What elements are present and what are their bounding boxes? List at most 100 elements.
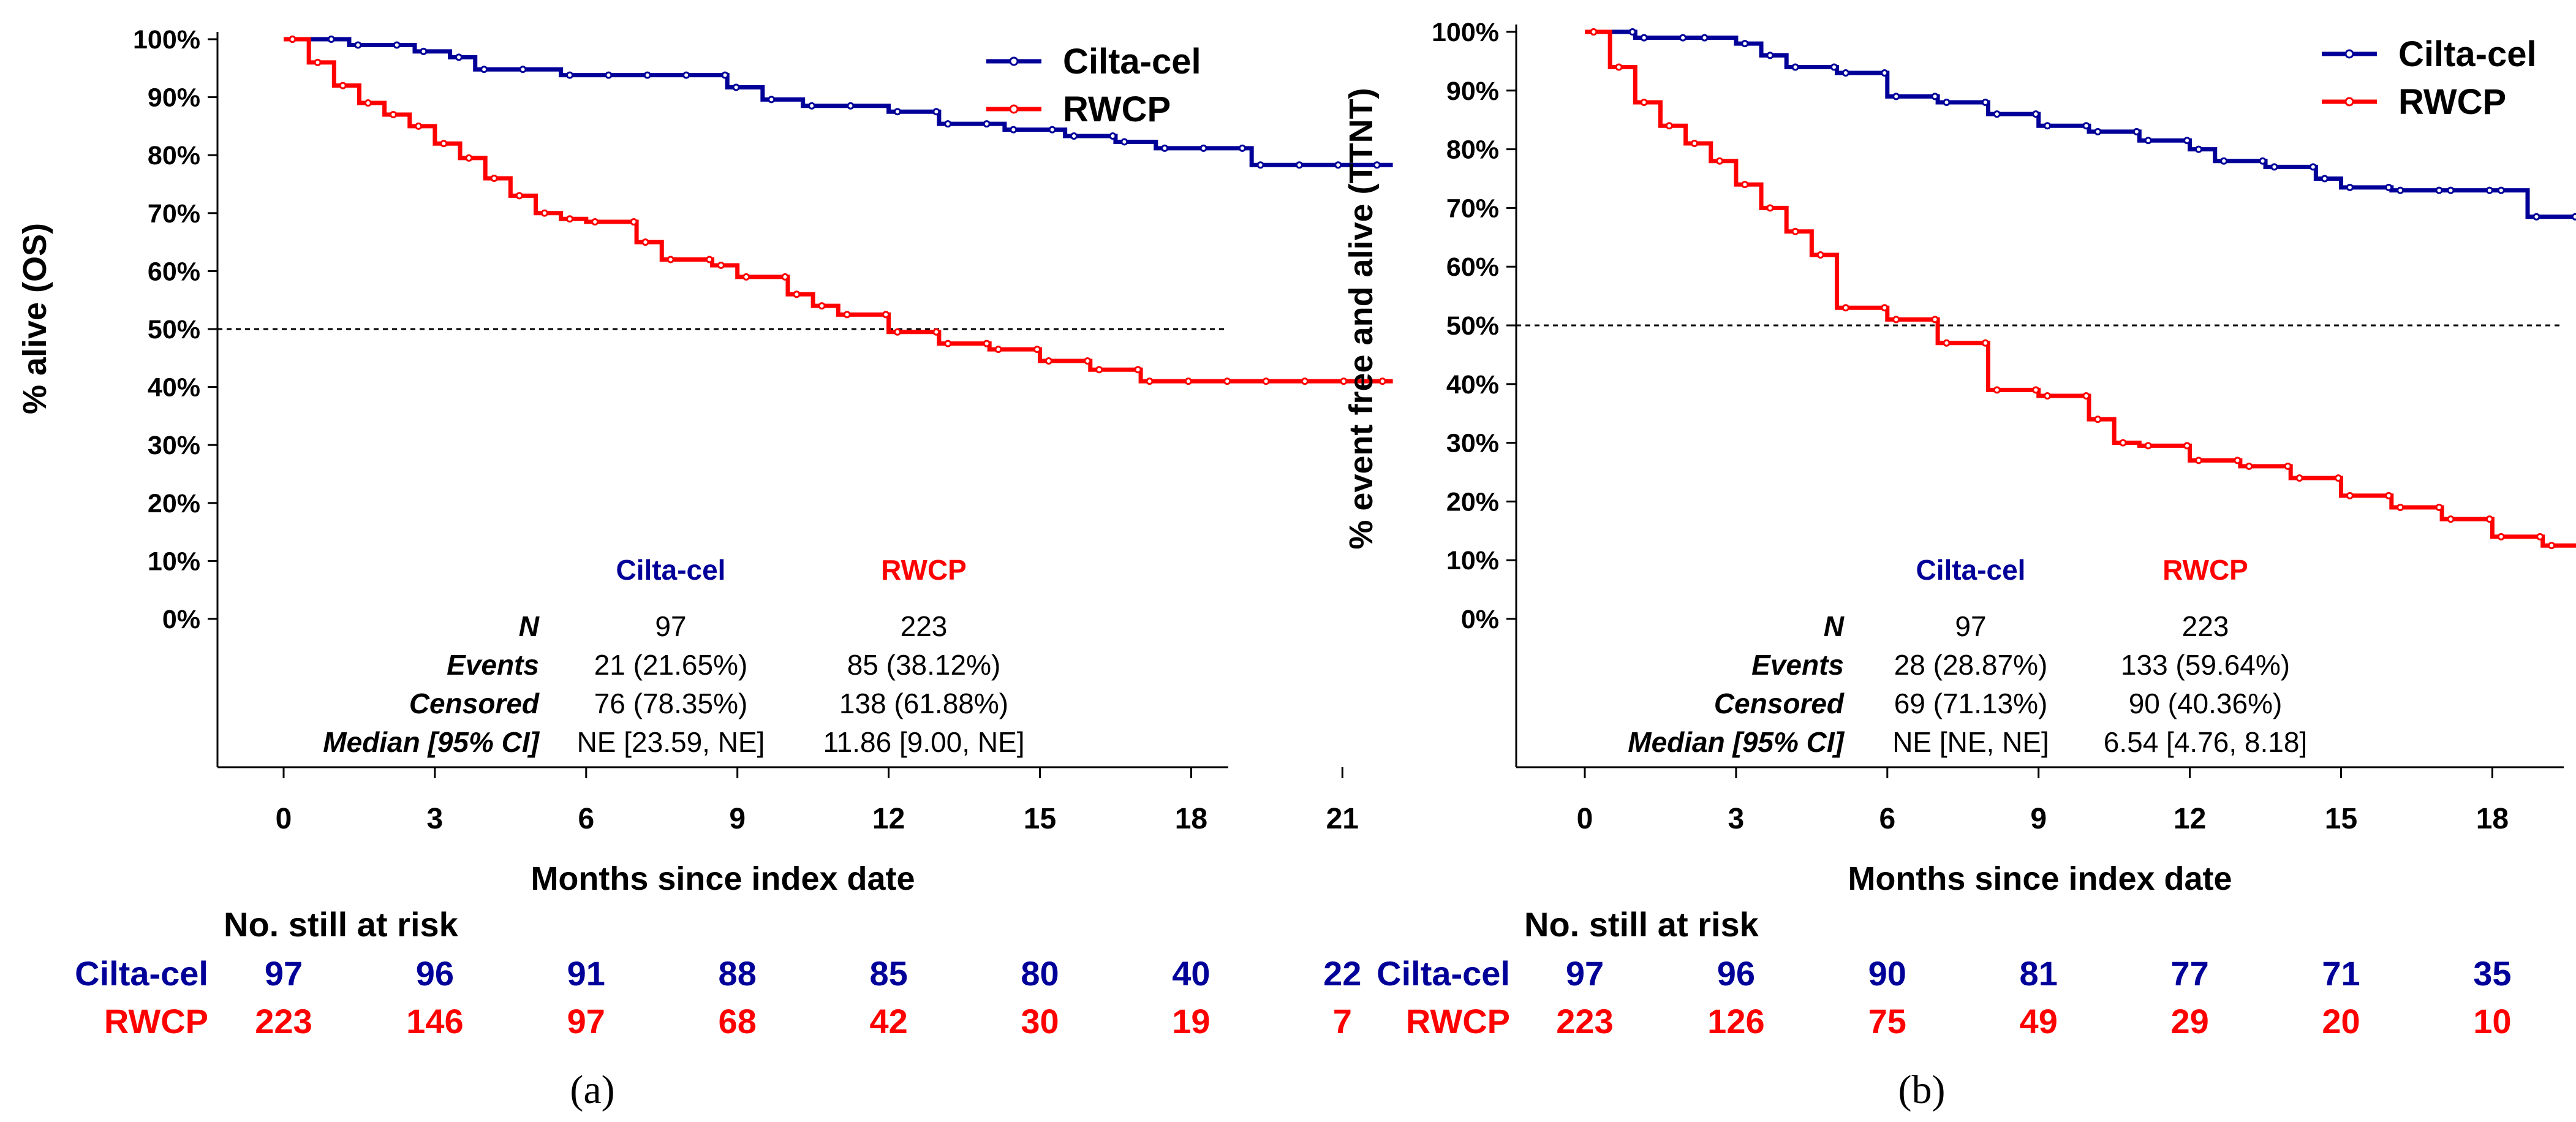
stats-cell-cilta-cel: 97	[655, 610, 686, 642]
risk-row-label: Cilta-cel	[1377, 954, 1510, 993]
censor-mark	[1378, 377, 1386, 385]
x-tick-label: 15	[1024, 803, 1056, 835]
censor-mark	[732, 83, 740, 91]
censor-mark	[2044, 392, 2052, 400]
risk-count: 97	[1566, 954, 1604, 993]
censor-mark	[519, 66, 527, 74]
stats-header-rwcp: RWCP	[881, 554, 967, 586]
censor-mark	[1161, 144, 1169, 152]
censor-mark	[2397, 186, 2404, 194]
censor-mark	[2119, 439, 2127, 447]
stats-cell-cilta-cel: 76 (78.35%)	[594, 688, 748, 719]
censor-mark	[894, 328, 902, 336]
censor-mark	[1691, 140, 1699, 148]
censor-mark	[1791, 63, 1799, 71]
censor-mark	[932, 328, 940, 336]
censor-mark	[2284, 462, 2292, 470]
censor-mark	[2346, 491, 2354, 499]
risk-count: 49	[2020, 1002, 2058, 1041]
censor-mark	[1070, 132, 1078, 140]
censor-mark	[894, 108, 902, 116]
legend-marker-1	[2344, 97, 2354, 107]
censor-mark	[2270, 163, 2278, 171]
y-tick-label: 50%	[1446, 311, 1499, 341]
censor-mark	[2385, 491, 2393, 499]
risk-count: 223	[255, 1002, 312, 1041]
x-tick-label: 0	[1577, 803, 1593, 835]
y-tick-label: 0%	[1461, 605, 1499, 634]
censor-mark	[808, 102, 816, 110]
panel-label: (a)	[570, 1067, 614, 1112]
stats-header-cilta-cel: Cilta-cel	[616, 554, 726, 586]
km-curve-cilta-cel	[284, 37, 1393, 167]
censor-mark	[1033, 346, 1041, 354]
censor-mark	[2385, 183, 2393, 191]
censor-mark	[2183, 137, 2191, 145]
risk-table-title: No. still at risk	[1524, 905, 1759, 944]
censor-mark	[717, 261, 725, 269]
stats-row-label: Events	[447, 649, 539, 681]
x-tick-label: 12	[2174, 803, 2206, 835]
censor-mark	[1741, 40, 1749, 48]
censor-mark	[2321, 175, 2329, 183]
censor-mark	[1109, 132, 1117, 140]
risk-count: 75	[1868, 1002, 1906, 1041]
censor-mark	[2234, 457, 2242, 464]
y-axis-title: % alive (OS)	[17, 223, 53, 414]
censor-mark	[1628, 28, 1636, 36]
y-tick-label: 50%	[148, 315, 200, 344]
censor-mark	[415, 122, 423, 130]
risk-table-title: No. still at risk	[224, 905, 459, 944]
y-tick-label: 80%	[1446, 135, 1499, 165]
y-tick-label: 20%	[1446, 487, 1499, 517]
stats-cell-rwcp: 138 (61.88%)	[839, 688, 1008, 719]
censor-mark	[1881, 69, 1889, 77]
risk-count: 88	[719, 954, 757, 993]
censor-mark	[1892, 316, 1900, 324]
censor-mark	[2220, 157, 2228, 165]
x-tick-label: 3	[1728, 803, 1745, 835]
stats-cell-rwcp: 133 (59.64%)	[2121, 649, 2290, 681]
censor-mark	[566, 71, 574, 79]
censor-mark	[1766, 204, 1774, 212]
censor-mark	[1830, 63, 1838, 71]
censor-mark	[641, 238, 649, 246]
risk-count: 30	[1021, 1002, 1059, 1041]
censor-mark	[327, 36, 335, 43]
censor-mark	[2397, 503, 2404, 511]
censor-mark	[2533, 213, 2540, 221]
censor-mark	[818, 302, 826, 310]
censor-mark	[768, 96, 776, 104]
censor-mark	[742, 273, 750, 281]
censor-mark	[781, 273, 789, 281]
censor-mark	[2132, 127, 2140, 135]
x-tick-label: 9	[729, 803, 746, 835]
censor-mark	[2548, 542, 2556, 550]
censor-mark	[2032, 386, 2040, 394]
censor-mark	[706, 256, 714, 263]
censor-mark	[932, 108, 940, 116]
x-tick-label: 15	[2325, 803, 2357, 835]
stats-row-label: N	[519, 610, 540, 642]
censor-mark	[843, 311, 851, 319]
censor-mark	[983, 339, 991, 347]
x-tick-label: 18	[2476, 803, 2509, 835]
risk-count: 19	[1172, 1002, 1210, 1041]
censor-mark	[1295, 161, 1303, 169]
stats-cell-cilta-cel: NE [NE, NE]	[1892, 726, 2049, 758]
panel-b: 0% 10% 20% 30% 40% 50% 60% 70% 80% 90% 100% 0 3 6 9 12 1…	[1343, 18, 2576, 1112]
risk-count: 40	[1172, 954, 1210, 993]
x-tick-label: 18	[1175, 803, 1207, 835]
y-axis-title: % event free and alive (TTNT)	[1343, 88, 1380, 549]
censor-mark	[1701, 34, 1709, 42]
stats-header-rwcp: RWCP	[2162, 554, 2248, 586]
stats-cell-rwcp: 85 (38.12%)	[847, 649, 1001, 681]
censor-mark	[540, 209, 548, 217]
panel-a: 0%10%20%30%40%50%60%70%80%90%100%0 3 6 9 12 1…	[17, 25, 1393, 1112]
censor-mark	[1301, 377, 1309, 385]
censor-mark	[1943, 339, 1951, 347]
censor-mark	[2447, 186, 2455, 194]
censor-mark	[2309, 163, 2317, 171]
censor-mark	[2044, 122, 2052, 130]
y-tick-label: 90%	[148, 83, 200, 113]
